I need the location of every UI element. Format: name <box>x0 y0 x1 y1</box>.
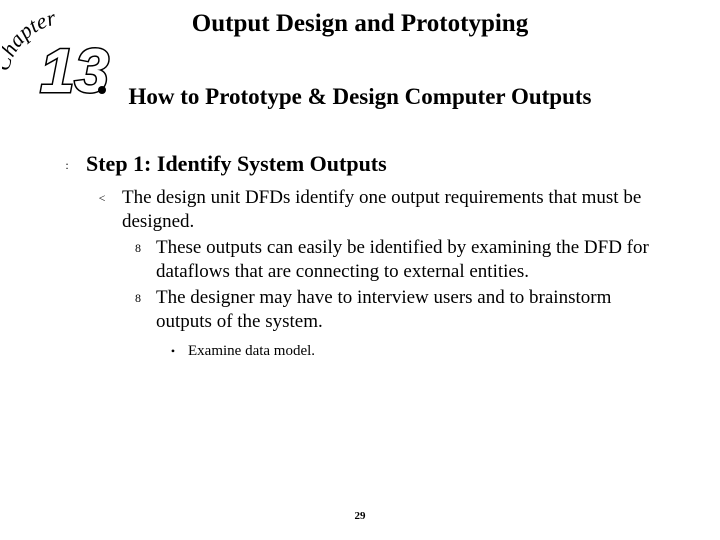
list-item-text: The design unit DFDs identify one output… <box>122 186 660 234</box>
bullet-level1-icon: : <box>62 150 72 180</box>
page-title: Output Design and Prototyping <box>0 10 720 38</box>
list-item-text: These outputs can easily be identified b… <box>156 236 660 284</box>
step-heading: : Step 1: Identify System Outputs <box>62 150 660 180</box>
list-item-text: Examine data model. <box>188 342 315 360</box>
step-heading-text: Step 1: Identify System Outputs <box>86 150 387 180</box>
list-item: 8 The designer may have to interview use… <box>132 286 660 334</box>
bullet-level3-icon: 8 <box>132 236 144 284</box>
slide: Chapter 13 Output Design and Prototyping… <box>0 0 720 540</box>
list-item: < The design unit DFDs identify one outp… <box>96 186 660 234</box>
bullet-level3-icon: 8 <box>132 286 144 334</box>
page-number: 29 <box>0 510 720 522</box>
list-item: 8 These outputs can easily be identified… <box>132 236 660 284</box>
bullet-level4-icon: • <box>168 342 178 360</box>
bullet-level2-icon: < <box>96 186 108 234</box>
list-item: • Examine data model. <box>168 342 660 360</box>
content-area: : Step 1: Identify System Outputs < The … <box>62 150 660 360</box>
page-subtitle: How to Prototype & Design Computer Outpu… <box>0 84 720 110</box>
list-item-text: The designer may have to interview users… <box>156 286 660 334</box>
